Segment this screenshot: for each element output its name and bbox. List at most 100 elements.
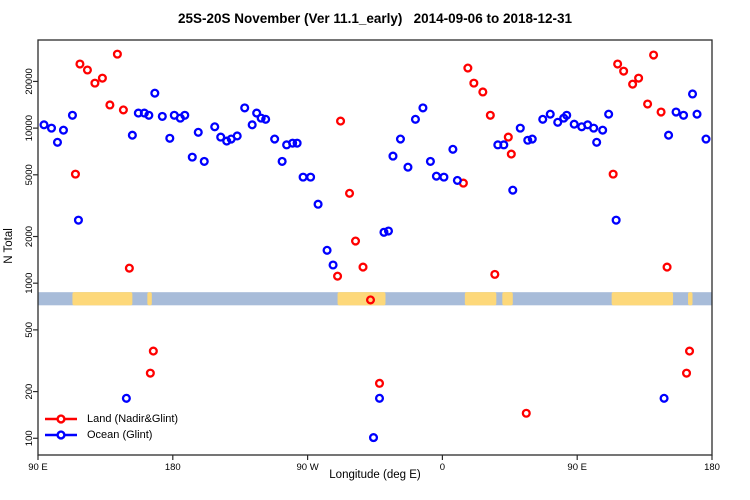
scatter-point-ocean — [508, 185, 518, 195]
scatter-point-land — [336, 116, 346, 126]
scatter-point-land — [90, 78, 100, 88]
y-tick-label: 200 — [24, 384, 35, 400]
scatter-point-land — [490, 269, 500, 279]
scatter-point-ocean — [553, 117, 563, 127]
scatter-point-ocean — [256, 113, 266, 123]
scatter-point-ocean — [659, 393, 669, 403]
scatter-point-ocean — [298, 172, 308, 182]
scatter-point-ocean — [448, 144, 458, 154]
scatter-point-ocean — [664, 130, 674, 140]
scatter-point-ocean — [247, 120, 257, 130]
scatter-point-ocean — [121, 393, 131, 403]
map-strip-land — [688, 292, 693, 306]
scatter-point-ocean — [452, 175, 462, 185]
scatter-point-ocean — [425, 156, 435, 166]
scatter-point-ocean — [58, 125, 69, 135]
scatter-point-ocean — [322, 245, 332, 255]
scatter-point-ocean — [499, 140, 509, 150]
scatter-point-ocean — [216, 132, 226, 142]
scatter-point-ocean — [67, 110, 77, 120]
scatter-point-land — [485, 110, 495, 120]
scatter-point-ocean — [439, 172, 449, 182]
map-strip-land — [502, 292, 513, 306]
scatter-point-land — [148, 346, 158, 356]
scatter-point-ocean — [515, 123, 525, 133]
scatter-point-ocean — [292, 138, 302, 148]
scatter-point-land — [478, 87, 488, 97]
scatter-point-ocean — [180, 110, 190, 120]
y-tick-label: 1000 — [24, 273, 35, 294]
scatter-point-ocean — [240, 103, 250, 113]
x-tick-label: 90 E — [28, 462, 48, 473]
scatter-point-ocean — [678, 110, 689, 120]
scatter-point-ocean — [379, 227, 389, 237]
map-strip-land — [464, 292, 497, 306]
scatter-point-land — [365, 295, 376, 305]
scatter-point-ocean — [701, 134, 711, 144]
scatter-point-land — [643, 99, 653, 109]
y-tick-label: 2000 — [24, 226, 35, 247]
scatter-point-land — [75, 59, 85, 69]
map-strip-land — [147, 292, 152, 306]
scatter-point-land — [684, 346, 695, 356]
scatter-point-ocean — [604, 109, 614, 119]
x-axis-title: Longitude (deg E) — [329, 469, 421, 481]
plot-box — [37, 39, 713, 456]
scatter-point-ocean — [222, 136, 232, 146]
scatter-point-ocean — [288, 138, 298, 148]
scatter-point-ocean — [165, 133, 175, 143]
scatter-point-land — [649, 50, 659, 60]
scatter-point-ocean — [692, 109, 702, 119]
y-tick-label: 10000 — [24, 115, 35, 141]
scatter-point-land — [70, 169, 80, 179]
x-tick-label: 0 — [440, 462, 445, 473]
scatter-point-ocean — [527, 134, 537, 144]
scatter-point-ocean — [383, 226, 394, 236]
legend: Land (Nadir&Glint) Ocean (Glint) — [44, 411, 178, 443]
legend-marker-ocean-icon — [45, 430, 77, 440]
scatter-point-ocean — [368, 433, 379, 443]
y-tick-label: 5000 — [24, 164, 35, 185]
scatter-point-ocean — [388, 151, 398, 161]
scatter-point-ocean — [418, 103, 428, 113]
scatter-point-land — [613, 59, 623, 69]
scatter-point-land — [634, 73, 644, 83]
scatter-point-ocean — [73, 215, 83, 225]
scatter-point-ocean — [261, 114, 271, 124]
x-tick-label: 180 — [165, 462, 181, 473]
scatter-point-ocean — [252, 108, 262, 118]
scatter-point-ocean — [306, 172, 316, 182]
scatter-point-ocean — [187, 152, 197, 162]
scatter-point-ocean — [403, 162, 413, 172]
scatter-point-ocean — [374, 393, 385, 403]
scatter-point-ocean — [210, 122, 220, 132]
scatter-point-ocean — [144, 110, 154, 120]
scatter-point-ocean — [270, 134, 280, 144]
scatter-point-land — [608, 169, 618, 179]
scatter-point-land — [506, 149, 516, 159]
x-tick-label: 180 — [704, 462, 720, 473]
scatter-point-ocean — [157, 111, 167, 121]
scatter-point-land — [105, 100, 115, 110]
map-strip-land — [611, 292, 674, 306]
scatter-point-ocean — [589, 123, 599, 133]
chart-title: 25S-20S November (Ver 11.1_early) 2014-0… — [178, 11, 572, 26]
legend-label-land: Land (Nadir&Glint) — [87, 413, 179, 425]
scatter-point-ocean — [127, 130, 137, 140]
scatter-point-land — [521, 408, 531, 418]
scatter-point-land — [358, 262, 368, 272]
scatter-point-ocean — [538, 114, 548, 124]
scatter-point-ocean — [598, 125, 608, 135]
map-strip-land — [337, 292, 386, 306]
scatter-point-land — [463, 63, 473, 73]
scatter-point-ocean — [592, 137, 602, 147]
scatter-point-ocean — [611, 215, 621, 225]
scatter-point-land — [344, 188, 355, 198]
scatter-point-land — [350, 236, 361, 246]
scatter-point-land — [662, 262, 672, 272]
scatter-point-land — [112, 49, 122, 59]
scatter-point-ocean — [410, 114, 420, 124]
scatter-point-land — [628, 79, 638, 89]
